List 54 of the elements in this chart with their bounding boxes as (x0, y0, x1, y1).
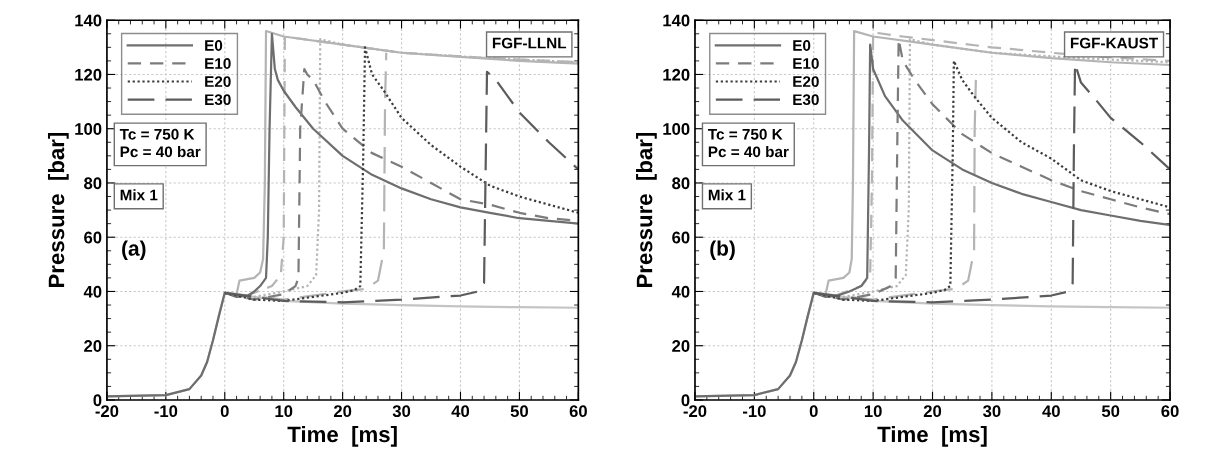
x-tick-label: 50 (510, 405, 528, 418)
annotation: Tc = 750 K Pc = 40 bar (119, 128, 201, 158)
y-tick-label: 80 (84, 177, 102, 190)
x-tick-label: -20 (95, 405, 119, 418)
y-tick-label: 20 (672, 340, 690, 352)
y-tick-label: 20 (84, 340, 102, 352)
y-tick-label: 80 (672, 177, 690, 190)
legend-label: E10 (793, 58, 819, 69)
annotation: FGF-LLNL (492, 37, 567, 49)
y-axis-title: Pressure [bar] (47, 132, 69, 288)
x-tick-label: 30 (392, 405, 411, 418)
annotation: Mix 1 (120, 189, 158, 201)
y-tick-label: 60 (672, 231, 690, 244)
x-tick-label: 10 (275, 405, 293, 418)
annotation: Tc = 750 K Pc = 40 bar (707, 128, 789, 158)
x-tick-label: 0 (809, 405, 818, 418)
annotation: Mix 1 (708, 189, 746, 201)
x-tick-label: 20 (923, 405, 942, 418)
y-tick-label: 0 (681, 394, 690, 407)
x-tick-label: 10 (864, 405, 882, 418)
y-axis-title: Pressure [bar] (636, 132, 657, 288)
legend-label: E20 (205, 76, 231, 87)
x-tick-label: 0 (220, 405, 229, 418)
x-tick-label: 20 (333, 405, 352, 418)
x-tick-label: -10 (154, 405, 178, 418)
x-tick-label: 30 (983, 405, 1001, 418)
y-tick-label: 140 (75, 14, 102, 27)
x-tick-label: 60 (569, 405, 587, 418)
x-tick-label: -10 (742, 405, 766, 418)
x-tick-label: 50 (1101, 405, 1120, 418)
legend-label: E30 (205, 94, 231, 106)
legend-label: E20 (793, 76, 819, 87)
legend-label: E0 (793, 40, 811, 51)
x-tick-label: 60 (1161, 405, 1179, 418)
x-tick-label: -20 (683, 405, 707, 418)
x-tick-label: 40 (451, 405, 470, 418)
annotation: FGF-KAUST (1070, 37, 1159, 49)
x-tick-label: 40 (1042, 405, 1060, 418)
y-tick-label: 40 (671, 285, 690, 298)
y-tick-label: 60 (84, 231, 102, 244)
legend-label: E30 (793, 94, 819, 106)
y-tick-label: 40 (83, 285, 102, 298)
x-axis-title: Time [ms] (877, 425, 987, 447)
legend-label: E10 (205, 58, 231, 69)
y-tick-label: 100 (75, 123, 102, 135)
y-tick-label: 120 (663, 68, 690, 81)
y-tick-label: 140 (663, 14, 690, 27)
annotation: (a) (122, 240, 146, 260)
annotation: (b) (710, 240, 735, 260)
y-tick-label: 100 (663, 123, 690, 135)
legend-label: E0 (205, 40, 223, 51)
y-tick-label: 0 (93, 394, 102, 407)
x-axis-title: Time [ms] (287, 425, 397, 447)
y-tick-label: 120 (75, 68, 102, 81)
